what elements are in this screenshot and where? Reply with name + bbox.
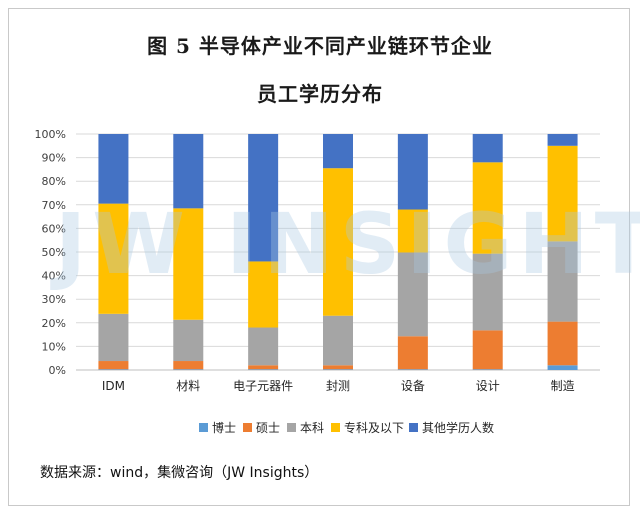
bar-segment: [248, 365, 279, 370]
y-tick-label: 60%: [42, 222, 66, 235]
bar-segment: [98, 369, 129, 370]
x-tick-label: 材料: [176, 379, 200, 393]
chart-title-line-1: 图 5 半导体产业不同产业链环节企业: [147, 34, 493, 58]
bar-segment: [173, 369, 204, 370]
y-tick-label: 100%: [35, 128, 66, 141]
bar-segment: [173, 208, 204, 320]
y-tick-label: 10%: [42, 340, 66, 353]
bar-segment: [397, 336, 428, 370]
bar-segment: [472, 369, 503, 370]
bar-segment: [98, 203, 129, 314]
legend-swatch: [243, 423, 252, 432]
bar-segment: [323, 369, 353, 370]
bar-segment: [547, 134, 578, 146]
bar-segment: [323, 134, 353, 169]
legend-swatch: [199, 423, 208, 432]
bar-segment: [472, 162, 503, 254]
bar-segment: [547, 365, 578, 370]
y-tick-label: 0%: [49, 364, 66, 377]
x-tick-label: 设计: [476, 379, 500, 393]
legend-label: 硕士: [256, 421, 280, 435]
legend-swatch: [331, 423, 340, 432]
bar-segment: [397, 252, 428, 337]
bar-segment: [547, 321, 578, 366]
y-tick-label: 70%: [42, 199, 66, 212]
bar-segment: [547, 145, 578, 242]
bar-segment: [397, 369, 428, 370]
y-tick-label: 20%: [42, 317, 66, 330]
legend-swatch: [409, 423, 418, 432]
legend-label: 博士: [212, 420, 236, 435]
bar-segment: [397, 209, 428, 253]
legend-swatch: [287, 423, 296, 432]
x-tick-label: 封测: [326, 379, 350, 393]
bar-segment: [248, 369, 279, 370]
y-tick-label: 50%: [42, 246, 66, 259]
y-tick-label: 80%: [42, 175, 66, 188]
y-tick-label: 30%: [42, 293, 66, 306]
bar-segment: [472, 253, 503, 331]
bar-segment: [98, 134, 129, 204]
x-tick-label: 设备: [401, 379, 425, 393]
bar-segment: [248, 261, 279, 328]
x-tick-label: 电子元器件: [233, 379, 293, 393]
bar-segment: [248, 327, 279, 366]
bar-segment: [173, 134, 204, 209]
bar-segment: [173, 361, 204, 370]
bar-segment: [98, 361, 129, 370]
bar-segment: [397, 134, 428, 210]
legend-label: 专科及以下: [344, 420, 404, 435]
bar-segment: [472, 330, 503, 370]
chart-title-line-2: 员工学历分布: [257, 82, 383, 106]
bar-segment: [98, 313, 129, 362]
legend-label: 其他学历人数: [422, 420, 494, 435]
bar-segment: [248, 134, 279, 262]
y-tick-label: 90%: [42, 152, 66, 165]
x-tick-label: 制造: [551, 379, 575, 393]
bar-segment: [547, 241, 578, 322]
bar-segment: [173, 319, 204, 362]
bar-segment: [323, 168, 353, 316]
y-tick-label: 40%: [42, 270, 66, 283]
bar-segment: [323, 365, 353, 370]
legend-label: 本科: [300, 421, 324, 435]
data-source: 数据来源：wind，集微咨询（JW Insights）: [40, 465, 319, 481]
bar-segment: [323, 315, 353, 366]
x-tick-label: IDM: [102, 379, 125, 393]
bar-segment: [472, 134, 503, 163]
